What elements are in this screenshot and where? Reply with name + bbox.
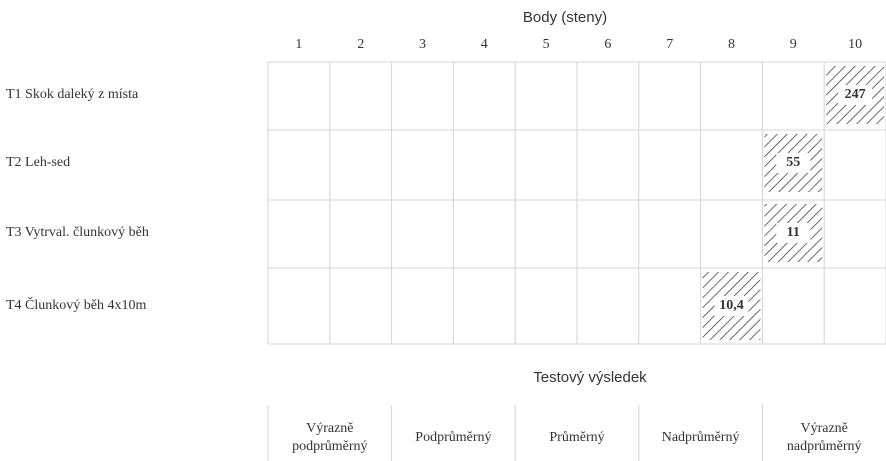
column-number: 4	[481, 37, 488, 52]
column-number: 5	[543, 37, 550, 52]
row-label: T2 Leh-sed	[6, 155, 70, 170]
category-label: Průměrný	[549, 430, 604, 445]
category-label: Nadprůměrný	[662, 430, 740, 445]
column-number: 3	[419, 37, 426, 52]
column-number: 9	[790, 37, 797, 52]
category-label: Podprůměrný	[415, 430, 491, 445]
category-label: podprůměrný	[292, 439, 367, 454]
value-bg	[776, 223, 811, 243]
column-number: 7	[666, 37, 673, 52]
header-title: Body (steny)	[523, 9, 607, 26]
footer-title: Testový výsledek	[533, 369, 647, 386]
row-label: T1 Skok daleký z místa	[6, 87, 139, 102]
category-label: nadprůměrný	[787, 439, 862, 454]
column-number: 10	[848, 37, 862, 52]
cell-value: 55	[786, 155, 800, 170]
column-number: 8	[728, 37, 735, 52]
cell-value: 11	[787, 225, 800, 240]
cell-value: 10,4	[719, 298, 744, 313]
value-bg	[838, 85, 873, 105]
cell-value: 247	[845, 87, 866, 102]
value-bg	[714, 296, 749, 316]
row-label: T4 Člunkový běh 4x10m	[6, 296, 146, 313]
column-number: 6	[604, 37, 611, 52]
row-label: T3 Vytrval. člunkový běh	[6, 225, 149, 240]
column-number: 1	[295, 37, 302, 52]
value-bg	[776, 153, 811, 173]
column-number: 2	[357, 37, 364, 52]
category-label: Výrazně	[306, 421, 353, 436]
category-label: Výrazně	[800, 421, 847, 436]
